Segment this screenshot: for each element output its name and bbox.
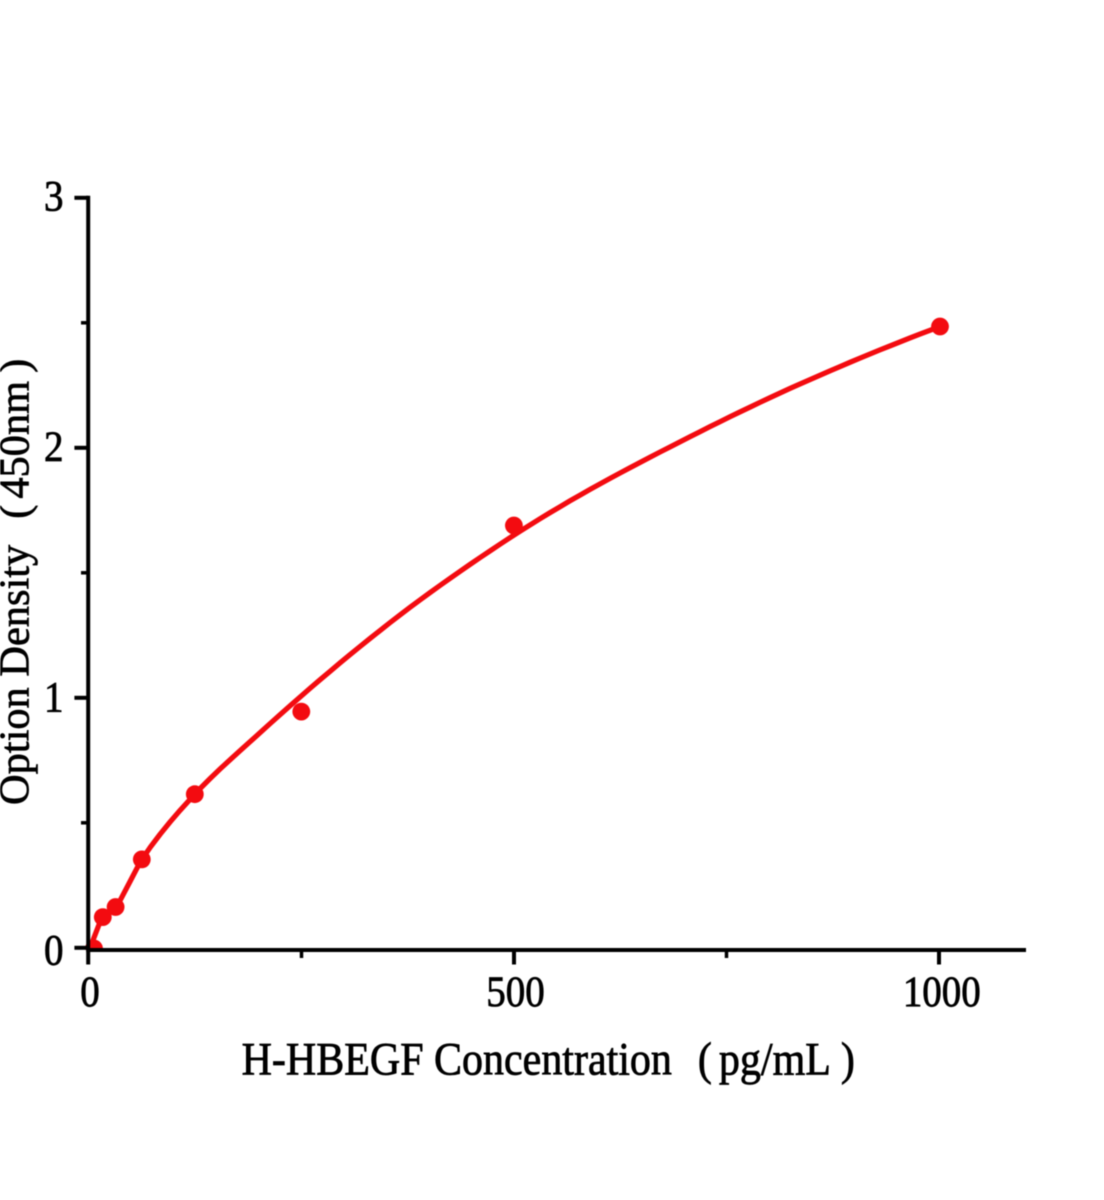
svg-text:3: 3	[44, 171, 64, 220]
svg-text:2: 2	[44, 422, 64, 471]
svg-text:1: 1	[44, 672, 64, 721]
svg-text:0: 0	[44, 925, 64, 974]
svg-text:500: 500	[486, 967, 544, 1016]
svg-text:0: 0	[80, 967, 100, 1016]
svg-text:H-HBEGF Concentration(pg/mL): H-HBEGF Concentration(pg/mL)	[242, 1032, 855, 1085]
svg-text:Option Density(450nm): Option Density(450nm)	[0, 359, 39, 805]
svg-text:1000: 1000	[903, 967, 981, 1016]
